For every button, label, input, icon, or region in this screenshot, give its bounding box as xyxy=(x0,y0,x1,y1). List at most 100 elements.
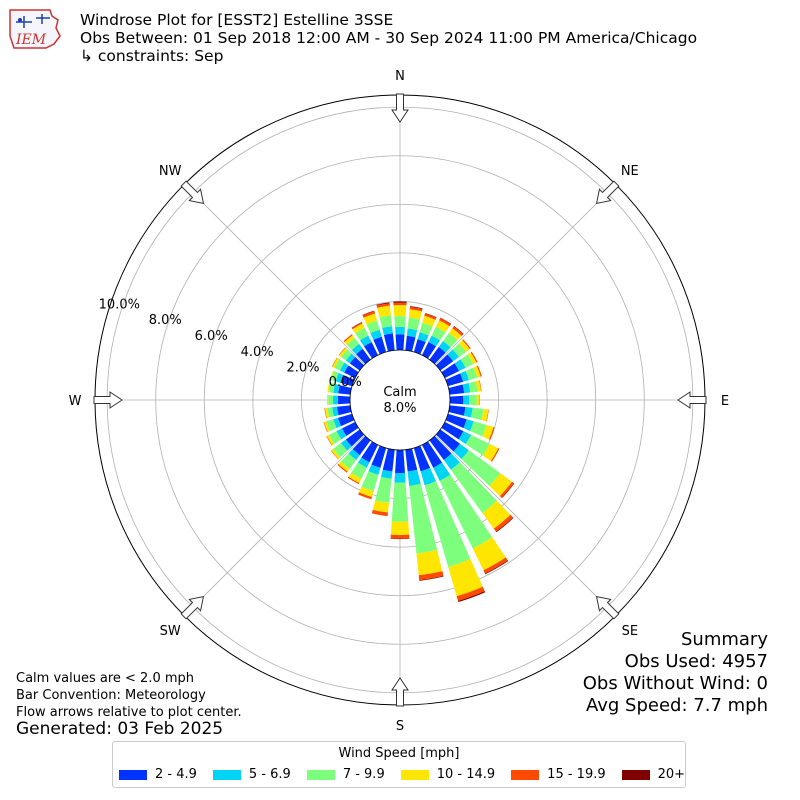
flow-arrow-se xyxy=(595,595,620,620)
chart-constraints: ↳ constraints: Sep xyxy=(80,47,224,65)
bar-200-2 xyxy=(361,471,379,492)
flow-arrow-sw xyxy=(180,595,205,620)
bar-340-1 xyxy=(370,329,382,340)
legend-swatch xyxy=(306,769,335,780)
bar-170-0 xyxy=(405,448,418,472)
bar-260-4 xyxy=(324,408,327,419)
legend-swatch xyxy=(621,769,650,780)
bar-350-1 xyxy=(382,326,393,335)
legend-items: 2 - 4.9 5 - 6.9 7 - 9.9 10 - 14.9 15 - 19.9 2… xyxy=(119,767,701,782)
bar-230-2 xyxy=(333,443,348,458)
grid-spoke xyxy=(184,184,365,365)
bar-110-4 xyxy=(489,426,495,440)
summary-avg-speed: Avg Speed: 7.7 mph xyxy=(586,695,768,716)
bar-210-4 xyxy=(347,476,360,485)
bar-40-5 xyxy=(453,325,464,335)
legend-label: 2 - 4.9 xyxy=(155,767,197,782)
bar-120-2 xyxy=(465,434,490,456)
chart-labels: N NE E SE S SW W NW 0.0% 2.0% 4.0% 6.0% 8.0% 10.0% Cal… xyxy=(69,69,730,734)
bar-330-4 xyxy=(351,322,363,330)
bar-330-1 xyxy=(359,335,372,347)
bar-300-3 xyxy=(332,357,340,368)
compass-label-se: SE xyxy=(622,624,638,639)
summary-obs-used: Obs Used: 4957 xyxy=(624,651,768,672)
flow-arrow-e xyxy=(677,391,707,409)
bar-180-2 xyxy=(391,482,409,522)
bar-330-0 xyxy=(363,342,379,359)
bar-210-0 xyxy=(361,441,379,463)
bar-240-2 xyxy=(328,431,342,445)
bar-20-1 xyxy=(417,332,429,343)
bar-160-0 xyxy=(413,445,431,472)
legend-label: 5 - 6.9 xyxy=(248,767,291,782)
bar-340-2 xyxy=(366,320,380,334)
calm-label: Calm xyxy=(383,385,416,400)
bar-280-3 xyxy=(327,382,331,393)
bar-270-3 xyxy=(326,395,329,405)
bar-250-3 xyxy=(323,421,330,433)
bar-310-2 xyxy=(340,349,352,361)
bar-110-0 xyxy=(445,413,467,429)
bar-60-2 xyxy=(460,354,474,368)
bar-200-3 xyxy=(359,486,374,498)
bar-330-3 xyxy=(352,323,365,334)
bar-320-0 xyxy=(356,348,371,364)
bar-50-3 xyxy=(458,340,470,352)
legend-label: 7 - 9.9 xyxy=(342,767,385,782)
legend-item-1: 5 - 6.9 xyxy=(212,767,291,782)
bar-160-1 xyxy=(420,467,436,486)
legend-item-3: 10 - 14.9 xyxy=(400,767,495,782)
bar-140-1 xyxy=(443,453,460,470)
bar-130-5 xyxy=(501,483,515,499)
bar-220-0 xyxy=(352,436,371,456)
bar-310-0 xyxy=(349,356,364,371)
legend-item-4: 15 - 19.9 xyxy=(511,767,606,782)
bar-190-4 xyxy=(371,509,388,517)
bar-190-2 xyxy=(375,476,392,503)
bar-30-5 xyxy=(440,317,452,325)
legend-swatch xyxy=(511,769,540,780)
bar-230-3 xyxy=(331,448,341,460)
flow-arrow-s xyxy=(391,677,409,707)
flow-arrow-nw xyxy=(180,180,205,205)
bar-210-1 xyxy=(357,457,370,468)
bar-340-5 xyxy=(362,310,375,316)
bar-80-0 xyxy=(448,384,465,395)
bar-150-2 xyxy=(439,474,493,549)
legend-label: 20+ xyxy=(657,767,686,782)
bar-270-2 xyxy=(328,395,334,405)
bar-50-1 xyxy=(447,349,460,362)
bar-240-0 xyxy=(342,421,359,437)
bar-150-3 xyxy=(472,537,506,571)
bar-50-0 xyxy=(436,354,454,371)
bar-320-3 xyxy=(344,335,355,345)
bar-80-3 xyxy=(475,380,482,392)
bar-180-0 xyxy=(395,449,405,474)
legend-title: Wind Speed [mph] xyxy=(338,746,460,761)
bar-320-4 xyxy=(343,334,353,343)
radial-tick-label-4: 8.0% xyxy=(149,313,182,328)
compass-label-nw: NW xyxy=(159,164,182,179)
bar-130-2 xyxy=(461,450,501,487)
bar-210-3 xyxy=(348,472,362,484)
bar-290-2 xyxy=(330,370,339,382)
bar-110-1 xyxy=(463,419,474,432)
bar-300-4 xyxy=(331,357,338,367)
bar-210-2 xyxy=(351,462,367,479)
radial-tick-label-5: 10.0% xyxy=(99,297,140,312)
bar-30-3 xyxy=(435,320,450,333)
bar-30-2 xyxy=(431,326,446,341)
bar-310-1 xyxy=(345,353,356,364)
bar-90-3 xyxy=(476,394,480,406)
legend-swatch xyxy=(212,769,241,780)
bar-150-1 xyxy=(433,462,451,481)
bar-60-0 xyxy=(441,363,460,379)
bar-130-4 xyxy=(499,481,514,498)
bar-120-0 xyxy=(441,421,464,440)
bar-350-4 xyxy=(376,303,390,308)
bar-180-1 xyxy=(394,472,406,483)
bar-180-3 xyxy=(390,521,410,535)
bar-0-3 xyxy=(393,305,407,317)
flow-arrows-note: Flow arrows relative to plot center. xyxy=(16,705,242,720)
